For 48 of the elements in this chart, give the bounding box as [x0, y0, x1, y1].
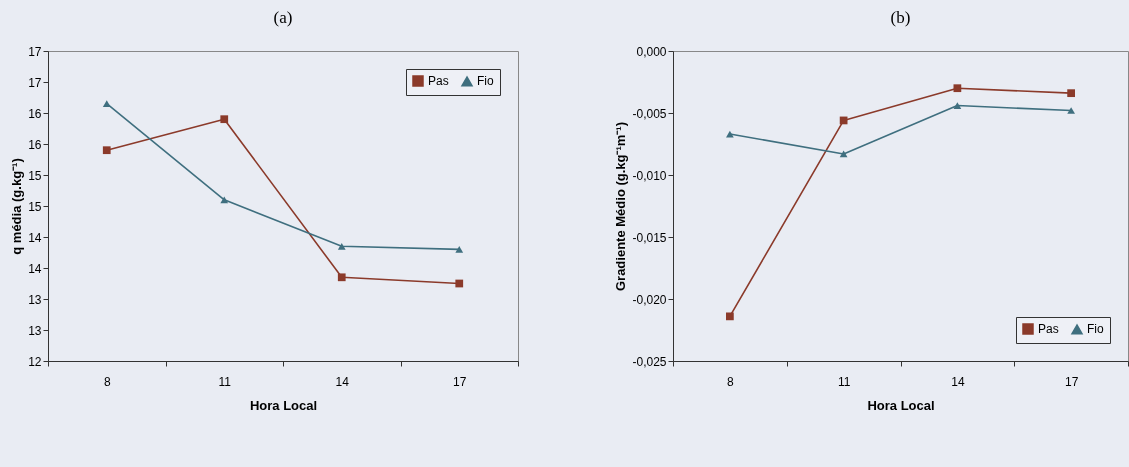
point	[726, 312, 734, 321]
legend-label: Pas	[1038, 322, 1059, 336]
point	[102, 146, 111, 155]
y-tick-label: 12	[28, 354, 42, 369]
x-tick-label: 8	[103, 374, 111, 389]
y-tick-label: -0,015	[632, 230, 667, 245]
point	[455, 279, 464, 288]
y-tick-label: 14	[28, 230, 42, 245]
point	[1067, 89, 1075, 98]
y-tick-label: 17	[28, 75, 42, 90]
point	[953, 102, 962, 109]
legend-label: Fio	[477, 74, 494, 89]
legend-label: Fio	[1087, 322, 1104, 337]
x-axis-title: Hora Local	[867, 397, 935, 413]
y-tick-label: -0,020	[632, 292, 667, 307]
point	[1067, 107, 1075, 114]
x-tick-label: 11	[218, 374, 232, 389]
x-tick-label: 14	[951, 374, 965, 389]
y-tick-label: 16	[28, 106, 42, 121]
point	[455, 246, 464, 253]
y-tick-label: 0,000	[636, 44, 667, 59]
point	[220, 115, 229, 124]
chart-title: (a)	[273, 8, 293, 27]
y-tick-label: 14	[28, 261, 42, 276]
point	[220, 196, 229, 204]
x-tick-label: 11	[837, 374, 851, 389]
x-tick-label: 17	[1064, 374, 1079, 389]
y-tick-label: -0,025	[632, 354, 667, 369]
x-tick-label: 14	[335, 374, 350, 389]
x-tick-label: 17	[453, 374, 467, 389]
y-tick-label: 15	[28, 168, 42, 183]
point	[337, 242, 346, 250]
y-tick-label: 16	[28, 137, 42, 152]
point	[102, 100, 111, 108]
y-tick-label: -0,010	[632, 168, 667, 183]
x-tick-label: 8	[727, 374, 735, 389]
y-tick-label: 15	[28, 199, 42, 214]
x-axis-title: Hora Local	[249, 397, 318, 413]
y-axis-title: Gradiente Médio (g.kg⁻¹m⁻¹)	[613, 121, 629, 292]
legend-label: Pas	[428, 74, 449, 88]
point	[337, 273, 346, 282]
point	[953, 84, 962, 93]
y-tick-label: 13	[28, 323, 42, 338]
y-tick-label: 13	[28, 292, 42, 307]
chart-title: (b)	[890, 8, 911, 27]
y-tick-label: -0,005	[632, 106, 667, 121]
y-tick-label: 17	[28, 44, 42, 59]
y-axis-title: q média (g.kg⁻¹)	[9, 158, 25, 255]
